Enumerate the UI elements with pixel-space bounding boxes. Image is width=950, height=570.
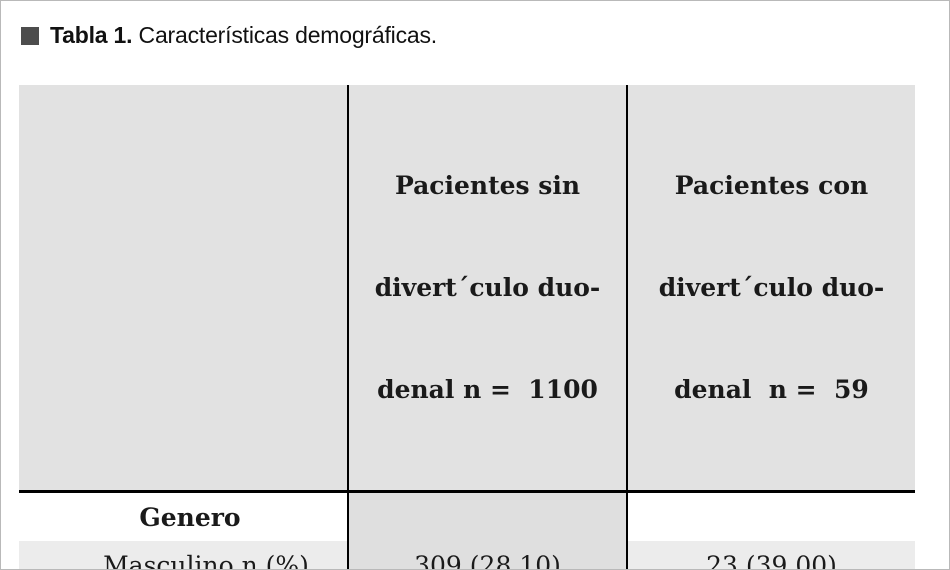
row-label: Masculino n (%) xyxy=(19,541,347,569)
header-line: divert´culo duo- xyxy=(374,273,601,302)
header-cell-sin-diverticulo: Pacientes sin divert´culo duo- denal n =… xyxy=(347,85,628,490)
cell-value: 309 (28.10) xyxy=(347,541,628,569)
caption-bullet-icon xyxy=(21,26,39,45)
caption-text: Tabla 1. Características demográficas. xyxy=(50,22,437,49)
cell-value: 23 (39.00) xyxy=(628,541,915,569)
caption-title: Características demográficas. xyxy=(138,22,438,48)
header-line: denal n = 59 xyxy=(674,375,869,404)
header-line: divert´culo duo- xyxy=(658,273,885,302)
caption-label: Tabla 1. xyxy=(50,22,133,48)
header-line: Pacientes sin xyxy=(394,171,581,200)
cell-value xyxy=(347,493,628,541)
table-header-row: Pacientes sin divert´culo duo- denal n =… xyxy=(19,85,915,493)
demographics-table: Pacientes sin divert´culo duo- denal n =… xyxy=(19,85,915,569)
row-label: Genero xyxy=(139,502,241,532)
header-line: denal n = 1100 xyxy=(377,375,598,404)
header-cell-empty xyxy=(19,85,347,490)
table-row-genero: Genero xyxy=(19,493,915,541)
header-line: Pacientes con xyxy=(674,171,869,200)
table-caption: Tabla 1. Características demográficas. xyxy=(21,22,931,49)
header-cell-con-diverticulo: Pacientes con divert´culo duo- denal n =… xyxy=(628,85,915,490)
cell-value xyxy=(628,493,915,541)
table-row-masculino: Masculino n (%) 309 (28.10) 23 (39.00) xyxy=(19,541,915,569)
